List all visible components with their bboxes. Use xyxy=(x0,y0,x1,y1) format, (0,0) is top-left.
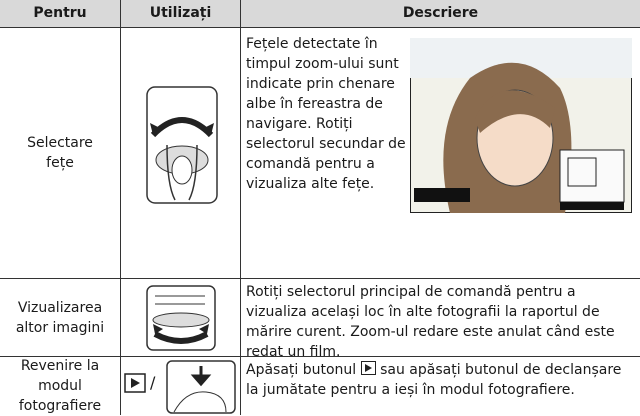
cell-descriere: Fețele detectate în timpul zoom-ului sun… xyxy=(246,36,406,192)
shutter-icon xyxy=(166,360,236,414)
text: sau apăsați butonul de declanșare la jum… xyxy=(246,362,622,398)
cell-pentru: Selectare fețe xyxy=(0,28,120,278)
zoom-illustration xyxy=(410,38,632,213)
separator: / xyxy=(150,373,156,392)
text: Apăsați butonul xyxy=(246,362,357,378)
grid-line xyxy=(0,356,640,357)
cell-descriere: Rotiți selectorul principal de comandă p… xyxy=(246,284,615,360)
main-dial-icon xyxy=(146,285,216,351)
text: Selectare fețe xyxy=(27,135,93,171)
cell-pentru: Revenire la modul fotografiere xyxy=(0,357,120,415)
text: Revenire la modul fotografiere xyxy=(18,358,102,414)
header-cell: Descriere xyxy=(241,0,640,27)
grid-line xyxy=(0,27,640,28)
play-button-icon xyxy=(124,373,146,393)
play-icon-inline xyxy=(360,361,376,375)
cell-descriere: Apăsați butonul sau apăsați butonul de d… xyxy=(246,360,636,400)
cell-pentru: Vizualizarea altor imagini xyxy=(0,279,120,356)
grid-line xyxy=(120,0,121,415)
text: Vizualizarea altor imagini xyxy=(15,299,105,336)
header-cell: Utilizați xyxy=(121,0,240,27)
header-cell: Pentru xyxy=(0,0,120,27)
sub-dial-icon xyxy=(146,86,218,204)
grid-line xyxy=(240,0,241,415)
play-triangle xyxy=(364,364,372,372)
grid-line xyxy=(0,278,640,279)
